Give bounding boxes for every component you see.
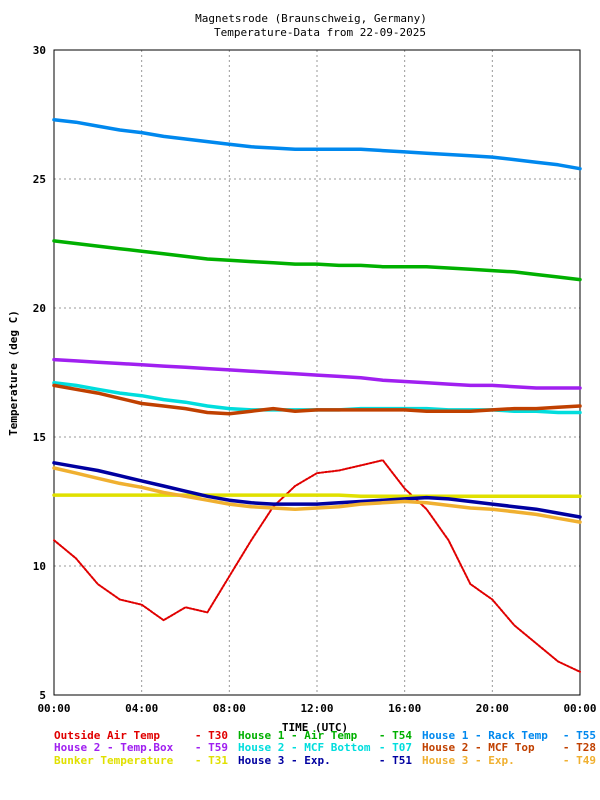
legend-code: - T31	[195, 754, 228, 767]
y-tick-label: 25	[33, 173, 46, 186]
x-tick-label: 20:00	[476, 702, 509, 715]
legend-code: - T59	[195, 741, 228, 754]
series-line-t55	[52, 117, 582, 171]
series-line-t30	[53, 459, 581, 673]
legend-code: - T28	[563, 741, 596, 754]
y-tick-label: 5	[39, 689, 46, 702]
legend-label: House 1 - Air Temp	[238, 729, 358, 742]
plot-area-frame	[53, 49, 581, 696]
x-axis-label: TIME (UTC)	[282, 721, 348, 734]
series-line-t59	[52, 357, 582, 390]
legend-code: - T49	[563, 754, 596, 767]
x-tick-label: 08:00	[213, 702, 246, 715]
grid-lines	[54, 50, 580, 695]
x-tick-label: 12:00	[300, 702, 333, 715]
legend-label: House 2 - MCF Bottom	[238, 741, 371, 754]
y-tick-label: 10	[33, 560, 46, 573]
tick-labels: 00:00 04:00 08:00 12:00 16:00 20:00 00:0051015…	[33, 44, 597, 715]
legend-code: - T07	[379, 741, 412, 754]
x-tick-label: 00:00	[37, 702, 70, 715]
series-line-t49	[52, 466, 582, 524]
chart-title: Magnetsrode (Braunschweig, Germany)	[195, 12, 427, 25]
y-axis-label: Temperature (deg C)	[7, 310, 20, 436]
legend-label: House 2 - MCF Top	[422, 741, 535, 754]
legend-label: House 3 - Exp.	[422, 754, 515, 767]
legend-code: - T51	[379, 754, 412, 767]
legend: Outside Air Temp - T30 House 2 - Temp.Box -…	[54, 729, 596, 767]
y-tick-label: 20	[33, 302, 46, 315]
legend-code: - T30	[195, 729, 228, 742]
legend-label: House 1 - Rack Temp	[422, 729, 548, 742]
legend-code: - T55	[563, 729, 596, 742]
legend-label: House 3 - Exp.	[238, 754, 331, 767]
y-tick-label: 30	[33, 44, 46, 57]
legend-label: House 2 - Temp.Box	[54, 741, 174, 754]
legend-label: Bunker Temperature	[54, 754, 174, 767]
series-line-t51	[52, 461, 582, 519]
legend-code: - T54	[379, 729, 412, 742]
x-tick-label: 16:00	[388, 702, 421, 715]
y-tick-label: 15	[33, 431, 46, 444]
series-line-t31	[52, 493, 582, 499]
x-tick-label: 00:00	[563, 702, 596, 715]
series-layer	[52, 117, 582, 673]
series-line-t54	[52, 239, 582, 282]
chart-subtitle: Temperature-Data from 22-09-2025	[214, 26, 426, 39]
series-line-t28	[52, 383, 582, 416]
legend-label: Outside Air Temp	[54, 729, 160, 742]
x-tick-label: 04:00	[125, 702, 158, 715]
